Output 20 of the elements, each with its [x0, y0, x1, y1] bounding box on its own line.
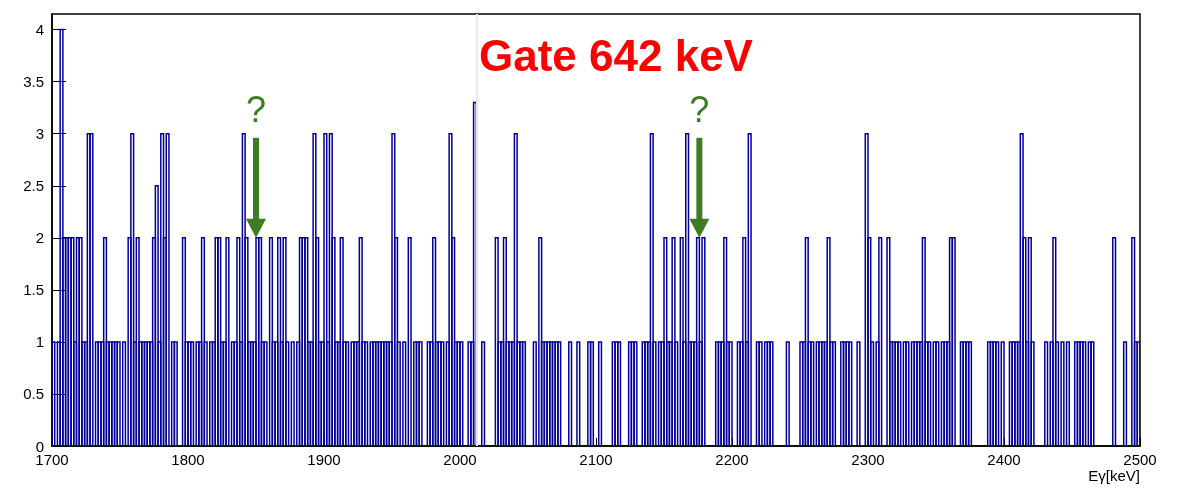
- y-tick-label: 3.5: [23, 73, 44, 91]
- x-tick-label: 1900: [307, 451, 341, 468]
- y-tick-label: 0.5: [23, 385, 44, 403]
- x-tick-label: 2400: [987, 451, 1021, 468]
- x-tick-label: 1800: [171, 451, 205, 468]
- annotation: ?: [246, 89, 267, 131]
- y-tick-label: 1: [35, 333, 44, 351]
- y-tick-label: 3: [35, 125, 44, 143]
- x-tick-label: 2200: [715, 451, 749, 468]
- y-tick-label: 2: [35, 229, 44, 247]
- y-tick-label: 2.5: [23, 177, 44, 195]
- x-tick-label: 2300: [851, 451, 885, 468]
- x-tick-label: 2000: [443, 451, 477, 468]
- annotation: ?: [689, 89, 710, 131]
- x-tick-label: 2500: [1123, 451, 1157, 468]
- y-tick-label: 4: [35, 21, 44, 39]
- x-axis-title: Eγ[keV]: [1088, 467, 1140, 484]
- x-tick-label: 2100: [579, 451, 613, 468]
- y-tick-label: 1.5: [23, 281, 44, 299]
- chart-title: Gate 642 keV: [479, 30, 754, 80]
